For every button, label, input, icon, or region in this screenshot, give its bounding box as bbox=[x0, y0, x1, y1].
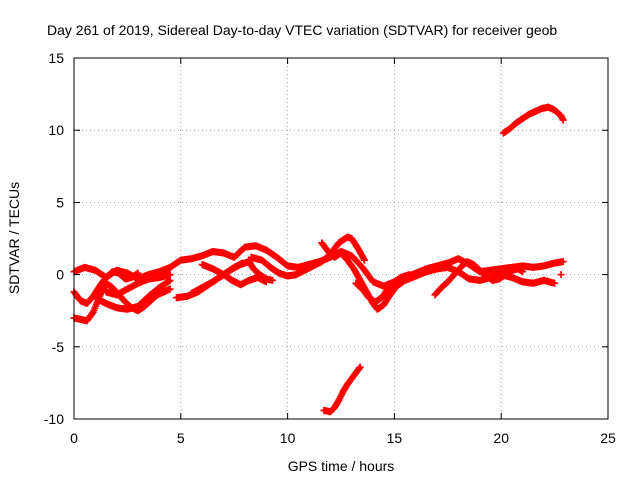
grid-lines bbox=[74, 58, 608, 419]
x-tick-label: 5 bbox=[177, 430, 185, 446]
y-axis-label: SDTVAR / TECUs bbox=[6, 182, 22, 294]
data-point bbox=[269, 276, 277, 284]
data-point bbox=[356, 363, 364, 371]
y-tick-label: -10 bbox=[44, 411, 64, 427]
y-tick-label: 5 bbox=[56, 194, 64, 210]
axis-ticks: 0 5 10 15 20 25 -10 -5 0 5 10 15 bbox=[44, 50, 616, 446]
data-point bbox=[134, 269, 142, 277]
data-point bbox=[551, 279, 559, 287]
data-point bbox=[557, 271, 565, 279]
data-points bbox=[70, 103, 567, 416]
y-tick-label: 10 bbox=[48, 122, 64, 138]
x-tick-label: 20 bbox=[493, 430, 509, 446]
x-axis-label: GPS time / hours bbox=[288, 458, 395, 474]
data-point bbox=[559, 116, 567, 124]
data-point bbox=[360, 255, 368, 263]
data-point bbox=[262, 278, 270, 286]
x-tick-label: 0 bbox=[70, 430, 78, 446]
data-point bbox=[559, 258, 567, 266]
x-tick-label: 25 bbox=[600, 430, 616, 446]
y-tick-label: -5 bbox=[52, 339, 65, 355]
data-point bbox=[239, 259, 247, 267]
data-point bbox=[360, 256, 368, 264]
y-tick-label: 15 bbox=[48, 50, 64, 66]
data-point bbox=[166, 285, 174, 293]
plot-frame bbox=[73, 57, 609, 420]
x-tick-label: 10 bbox=[280, 430, 296, 446]
data-point bbox=[519, 268, 527, 276]
y-tick-label: 0 bbox=[56, 267, 64, 283]
chart-title: Day 261 of 2019, Sidereal Day-to-day VTE… bbox=[47, 22, 557, 38]
x-tick-label: 15 bbox=[387, 430, 403, 446]
data-point bbox=[166, 271, 174, 279]
